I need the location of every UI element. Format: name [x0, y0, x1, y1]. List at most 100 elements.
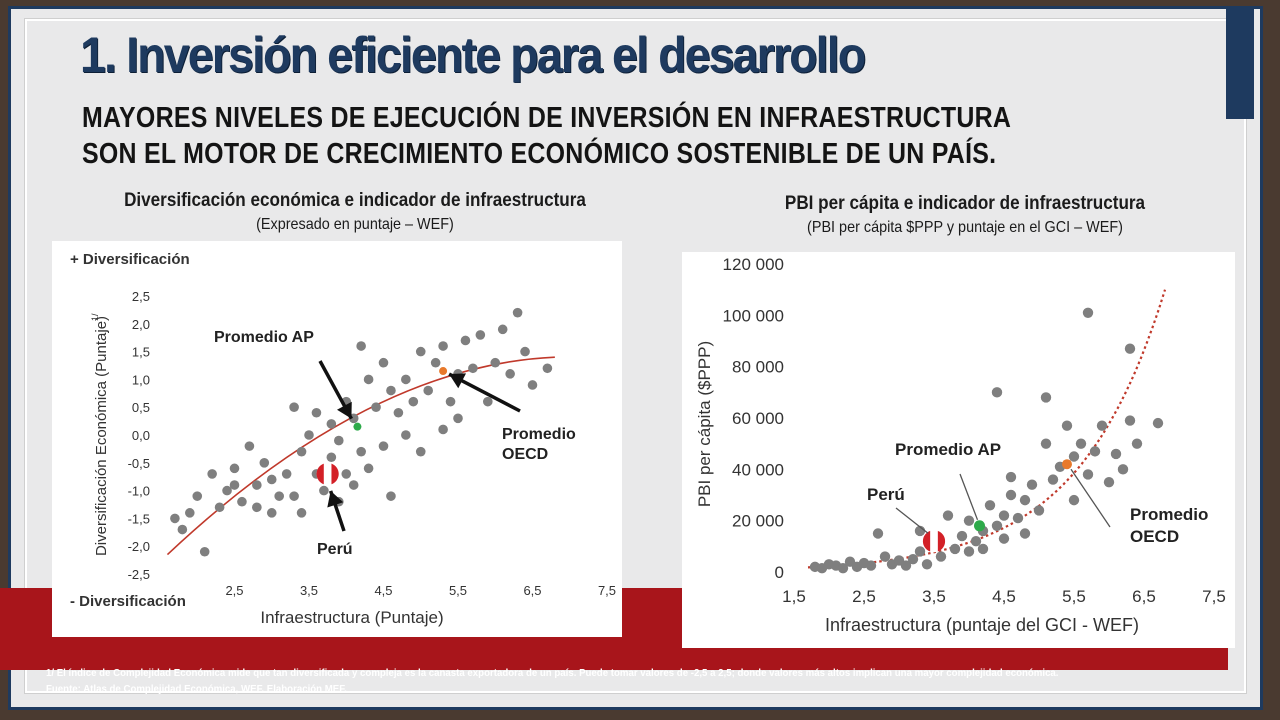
chart1-x-tick: 4,5 — [374, 583, 392, 598]
chart1-svg: + Diversificación - Diversificación 2,5 2,0… — [70, 251, 616, 627]
chart1-point — [289, 491, 299, 501]
chart1-point — [296, 508, 307, 518]
chart1-x-label: Infraestructura (Puntaje) — [260, 608, 443, 627]
chart1-point — [371, 402, 381, 412]
chart2-point — [1082, 307, 1094, 318]
chart2-point — [970, 536, 982, 547]
chart1-point — [259, 458, 270, 468]
chart1-y-tick: 2,0 — [132, 317, 150, 332]
chart1-peru-flag-left — [316, 463, 324, 485]
chart2-point — [1040, 392, 1052, 403]
chart2-point — [949, 543, 961, 555]
slide-subtitle: MAYORES NIVELES DE EJECUCIÓN DE INVERSIÓ… — [82, 102, 1011, 170]
chart1-point — [542, 363, 553, 374]
chart2-point — [1019, 494, 1031, 506]
chart1-point — [319, 485, 329, 496]
chart1-y-tick: 0,5 — [132, 400, 150, 415]
chart1-bottom-label: - Diversificación — [70, 593, 186, 610]
chart1-point — [393, 407, 404, 418]
chart2-oecd-point — [1062, 459, 1072, 470]
chart2-peru-label: Perú — [867, 485, 905, 504]
chart2-point — [907, 553, 919, 565]
chart1-point — [460, 335, 471, 346]
chart2-y-tick: 120 000 — [723, 255, 784, 274]
footnote: 1/ El índice de Complejidad Económica mi… — [46, 667, 1059, 679]
chart1-point — [386, 491, 396, 501]
chart2-x-tick: 4,5 — [992, 587, 1016, 606]
chart2-point — [865, 560, 877, 571]
chart1-peru-flag-right — [331, 463, 339, 485]
chart2-point — [1124, 343, 1136, 354]
chart1-y-label-footnote: 1/ — [90, 313, 100, 321]
chart2-point — [1033, 505, 1045, 516]
source-note: Fuente: Atlas de Complejidad Económica, … — [46, 683, 347, 695]
chart1-title: Diversificación económica e indicador de… — [124, 190, 586, 211]
chart2-point — [1110, 448, 1122, 460]
chart1-point — [229, 480, 240, 490]
chart1-x-tick: 3,5 — [300, 583, 318, 598]
chart2-point — [879, 551, 891, 562]
chart1-point — [326, 419, 337, 429]
chart2-y-tick: 0 — [775, 563, 784, 582]
slide-title: 1. Inversión eficiente para el desarroll… — [80, 27, 866, 83]
chart1-point — [401, 430, 411, 440]
chart2-y-tick: 20 000 — [732, 512, 784, 531]
chart2-point — [1103, 476, 1115, 488]
chart1-ap-label: Promedio AP — [214, 329, 314, 346]
chart1-point — [378, 441, 389, 451]
chart1-point — [252, 502, 262, 513]
chart1-y-tick: 1,5 — [132, 345, 150, 360]
chart2-x-tick: 1,5 — [782, 587, 806, 606]
chart1-point — [326, 452, 337, 463]
chart2-oecd-label-2: OECD — [1130, 527, 1179, 546]
chart1-point — [266, 508, 277, 518]
chart1-oecd-label-2: OECD — [502, 446, 548, 463]
chart1-x-tick: 2,5 — [225, 583, 243, 598]
chart2-y-tick: 80 000 — [732, 358, 784, 377]
chart2-point — [1040, 438, 1052, 449]
chart1-point — [266, 474, 277, 485]
chart1-point — [430, 357, 441, 368]
chart2-point — [977, 543, 989, 555]
chart1-point — [281, 469, 292, 479]
chart2-point — [991, 520, 1003, 531]
chart1-point — [512, 307, 523, 318]
chart2-point — [942, 510, 954, 521]
chart1-point — [386, 385, 396, 396]
chart2-point — [914, 546, 926, 557]
chart2-point — [963, 546, 975, 557]
corner-accent-bar — [1226, 9, 1254, 119]
chart1-point — [334, 435, 344, 446]
chart1-x-tick: 5,5 — [449, 583, 467, 598]
chart1-point — [222, 485, 232, 496]
chart2-point — [1131, 438, 1143, 449]
chart1-point — [348, 480, 359, 490]
chart2-point — [1089, 446, 1101, 457]
chart1-point — [185, 508, 195, 518]
chart1-point — [356, 341, 366, 351]
chart1-y-tick: 2,5 — [132, 289, 150, 304]
chart2-ap-leader — [959, 473, 979, 521]
chart1-point — [252, 480, 262, 490]
chart1-point — [229, 463, 240, 474]
chart1-y-label: Diversificación Económica (Puntaje) — [93, 316, 110, 556]
chart2-point — [1005, 489, 1017, 501]
chart2-peru-flag-right — [937, 530, 946, 552]
chart2-ap-label: Promedio AP — [895, 440, 1001, 459]
chart2-y-tick: 60 000 — [732, 409, 784, 428]
chart1-point — [244, 441, 255, 451]
chart1-point — [170, 513, 180, 524]
chart1-point — [341, 469, 352, 479]
chart2-point — [1117, 464, 1129, 475]
chart2-point — [1026, 479, 1038, 490]
chart2-x-tick: 3,5 — [922, 587, 946, 606]
chart1-point — [237, 496, 247, 507]
chart1-point — [363, 374, 374, 385]
chart1-point — [304, 430, 314, 440]
chart1-point — [289, 402, 299, 412]
chart1-point — [505, 369, 515, 379]
chart2-point — [998, 510, 1010, 521]
chart2-oecd-label-1: Promedio — [1130, 505, 1208, 524]
chart1-point — [415, 446, 426, 457]
chart2-point — [900, 560, 912, 571]
